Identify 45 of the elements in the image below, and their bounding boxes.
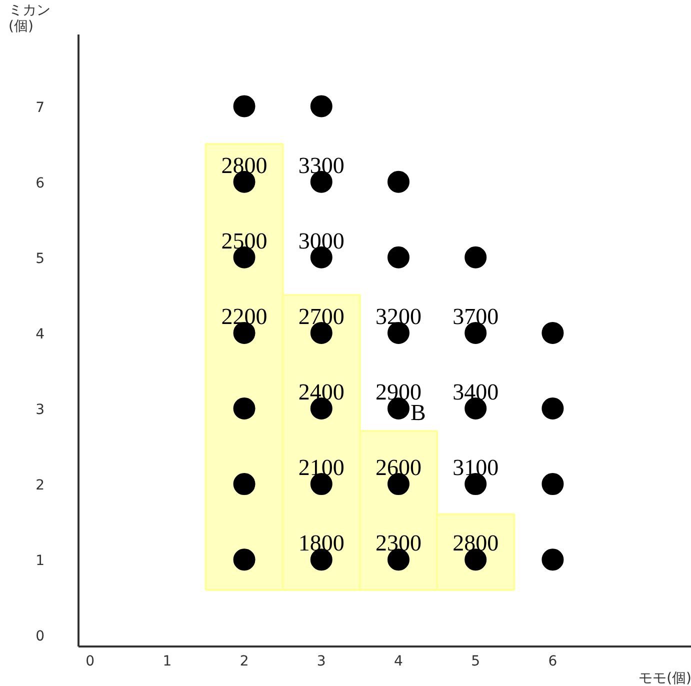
point bbox=[542, 548, 564, 571]
y-tick-label: 6 bbox=[36, 175, 45, 192]
point bbox=[542, 473, 564, 496]
point bbox=[464, 246, 487, 268]
annotation: 2400 bbox=[298, 380, 344, 404]
annotation: 2800 bbox=[221, 152, 268, 178]
y-axis-title: ミカン (個) bbox=[8, 2, 50, 34]
x-tick-label: 6 bbox=[548, 654, 558, 670]
point bbox=[387, 170, 410, 193]
annotation: 2800 bbox=[452, 530, 499, 556]
annotation: 2200 bbox=[221, 304, 268, 329]
annotation: 1800 bbox=[298, 530, 344, 556]
annotation: 2300 bbox=[375, 530, 422, 556]
x-tick-label: 2 bbox=[240, 654, 249, 670]
annotation: 3400 bbox=[452, 380, 499, 404]
annotation: 3700 bbox=[452, 304, 499, 329]
point bbox=[310, 95, 332, 118]
y-tick-label: 2 bbox=[36, 478, 45, 494]
point bbox=[542, 398, 564, 420]
x-axis-title: モモ(個) bbox=[638, 670, 691, 686]
annotation: 3200 bbox=[375, 304, 422, 329]
point bbox=[233, 548, 256, 571]
point bbox=[233, 95, 256, 118]
annotation: 2600 bbox=[375, 455, 422, 480]
y-tick-label: 1 bbox=[36, 553, 45, 570]
y-tick-label: 7 bbox=[36, 100, 45, 116]
annotation: 3300 bbox=[298, 152, 344, 178]
y-tick-label: 4 bbox=[36, 326, 45, 342]
annotation: 2700 bbox=[298, 304, 344, 329]
x-tick-label: 1 bbox=[162, 654, 172, 670]
y-tick-label: 5 bbox=[36, 250, 45, 267]
annotation: 3000 bbox=[298, 228, 344, 254]
x-tick-label: 4 bbox=[394, 654, 404, 670]
y-tick-label: 3 bbox=[36, 402, 45, 418]
x-tick-label: 5 bbox=[471, 654, 480, 670]
annotation: 3100 bbox=[452, 455, 499, 480]
x-tick-label: 0 bbox=[86, 654, 95, 670]
annotation: 2100 bbox=[298, 455, 344, 480]
y-tick-label: 0 bbox=[36, 628, 45, 645]
point bbox=[542, 322, 564, 344]
point bbox=[387, 246, 410, 268]
point bbox=[233, 473, 256, 496]
x-tick-label: 3 bbox=[316, 654, 326, 670]
point bbox=[233, 398, 256, 420]
annotation: 2500 bbox=[221, 228, 268, 254]
